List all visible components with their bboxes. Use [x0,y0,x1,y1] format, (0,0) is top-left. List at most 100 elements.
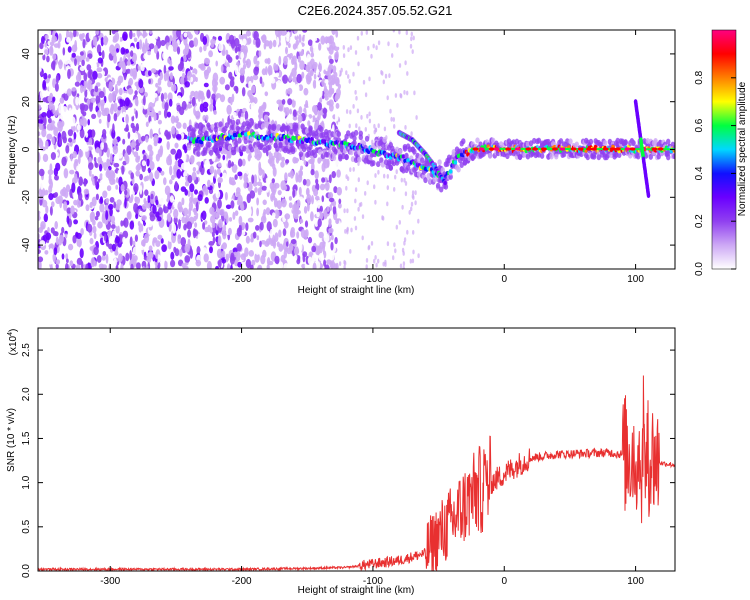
spectrogram-noise-blob [127,210,132,220]
spectrogram-noise-blob [209,246,213,254]
spectrogram-noise-blob [404,60,407,66]
spectrogram-noise-blob [50,152,57,160]
spectrogram-noise-blob [320,35,326,45]
spectrogram-noise-blob [180,76,185,85]
spectrogram-noise-blob [251,85,256,94]
spectrogram-halo [491,137,496,144]
spectrogram-noise-blob [234,64,239,76]
spectrogram-noise-blob [348,78,351,84]
spectrogram-noise-blob [193,207,197,216]
spectrogram-noise-blob [166,213,171,222]
spectrogram-halo [596,154,601,161]
spectrogram-noise-blob [268,67,271,76]
spectrogram-noise-blob [201,210,207,221]
spectrogram-noise-blob [212,236,216,244]
spectrogram-noise-blob [74,40,77,51]
spectrogram-noise-blob [51,215,56,221]
spectrogram-halo [243,138,248,145]
spectrogram-halo [405,164,411,171]
spectrogram-noise-blob [139,86,144,94]
spectrogram-noise-blob [184,81,190,88]
spectrogram-noise-blob [307,39,313,46]
spectrogram-halo [412,148,417,155]
spectrogram-noise-blob [180,132,185,140]
spectrogram-noise-blob [186,221,193,230]
spectrogram-noise-blob [333,186,338,194]
spectrogram-noise-blob [302,253,306,263]
spectrogram-noise-blob [143,53,148,60]
spectrogram-noise-blob [274,255,280,265]
spectrogram-halo [346,130,351,137]
spectrogram-halo [636,153,641,160]
spectrogram-halo [353,129,359,136]
spectrogram-noise-blob [349,167,352,173]
spectrogram-noise-blob [229,254,235,265]
spectrogram-noise-blob [251,174,255,184]
spectrogram-noise-blob [118,140,122,149]
spectrogram-halo [539,152,545,159]
spectrogram-noise-blob [82,104,89,112]
spectrogram-noise-blob [91,113,97,119]
spectrogram-noise-blob [121,165,125,175]
spectrogram-noise-blob [108,235,115,244]
spectrogram-noise-blob [178,218,181,230]
spectrogram-noise-blob [108,203,114,210]
spectrogram-x-tick-label: -200 [232,274,252,285]
spectrogram-halo [208,149,214,156]
spectrogram-noise-blob [193,215,197,222]
spectrogram-noise-blob [48,174,52,182]
spectrogram-noise-blob [48,102,54,110]
spectrogram-noise-blob [403,240,406,246]
spectrogram-noise-blob [113,201,116,209]
spectrogram-noise-blob [386,174,389,179]
spectrogram-y-label: Frequency (Hz) [7,116,18,185]
spectrogram-noise-blob [52,62,56,71]
spectrogram-noise-blob [187,190,191,197]
spectrogram-noise-blob [203,82,209,88]
spectrogram-noise-blob [377,123,380,129]
spectrogram-peak-point [540,147,547,151]
spectrogram-noise-blob [96,67,103,73]
spectrogram-noise-blob [322,244,325,253]
spectrogram-noise-blob [292,189,296,198]
spectrogram-noise-blob [184,189,188,196]
spectrogram-noise-blob [46,133,53,140]
spectrogram-noise-blob [135,156,140,163]
spectrogram-noise-blob [345,70,348,76]
spectrogram-noise-blob [149,171,154,182]
spectrogram-noise-blob [107,165,112,171]
spectrogram-noise-blob [148,102,154,112]
spectrogram-noise-blob [58,59,63,70]
spectrogram-noise-blob [344,229,347,234]
spectrogram-halo [349,149,354,156]
spectrogram-noise-blob [147,222,153,228]
spectrogram-noise-blob [63,201,68,212]
spectrogram-noise-blob [44,250,49,255]
spectrogram-noise-blob [384,262,387,267]
spectrogram-noise-blob [163,204,166,213]
spectrogram-noise-blob [335,262,339,269]
spectrogram-noise-blob [366,113,369,119]
spectrogram-noise-blob [42,54,46,61]
spectrogram-noise-blob [297,161,301,172]
spectrogram-noise-blob [155,82,159,88]
spectrogram-noise-blob [398,220,401,225]
spectrogram-noise-blob [324,92,328,98]
spectrogram-noise-blob [244,110,249,121]
spectrogram-noise-blob [149,121,153,128]
spectrogram-noise-blob [129,106,135,117]
spectrogram-noise-blob [169,72,173,80]
spectrogram-noise-blob [231,164,238,173]
spectrogram-noise-blob [140,231,144,238]
spectrogram-noise-blob [235,251,241,262]
spectrogram-noise-blob [297,55,301,63]
spectrogram-noise-blob [124,189,128,196]
spectrogram-noise-blob [101,264,107,269]
spectrogram-noise-blob [189,155,195,165]
spectrogram-noise-blob [292,115,298,121]
spectrogram-noise-blob [45,205,49,214]
spectrogram-noise-blob [328,227,334,234]
spectrogram-noise-blob [287,98,293,106]
spectrogram-noise-blob [269,228,273,239]
spectrogram-noise-blob [274,209,280,219]
